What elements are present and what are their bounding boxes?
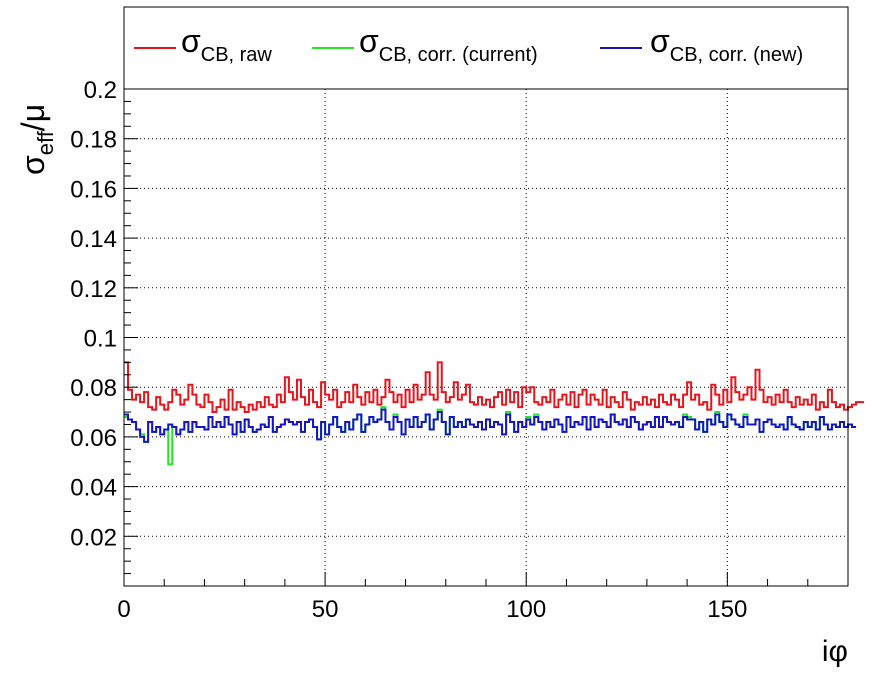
y-tick-label: 0.16	[70, 176, 117, 203]
legend-label-2: σCB, corr. (current)	[359, 23, 538, 66]
x-tick-label: 0	[117, 596, 130, 623]
axes: 0 50 100 150 0.02 0.04 0.06 0.08 0.1 0.12 0.14 0.16…	[70, 77, 849, 623]
legend-box	[123, 6, 849, 90]
y-tick-label: 0.2	[84, 77, 117, 104]
x-axis-title: iφ	[822, 635, 848, 668]
y-axis-title-subscript: eff	[33, 130, 58, 155]
axis-titles: iφ σeff/μ	[15, 104, 848, 668]
series-group	[124, 361, 865, 466]
legend: σCB, raw σCB, corr. (current) σCB, corr. (…	[123, 6, 849, 90]
legend-label-main: σ	[181, 23, 201, 59]
y-axis-title-main: σ	[15, 155, 51, 175]
y-tick-label: 0.02	[70, 524, 117, 551]
legend-label-subscript: CB, corr. (new)	[670, 44, 803, 66]
y-axis-title-text: σeff/μ	[15, 104, 58, 175]
grid-lines	[124, 89, 848, 586]
legend-label-1: σCB, raw	[181, 23, 272, 66]
y-tick-label: 0.14	[70, 226, 117, 253]
legend-label-3: σCB, corr. (new)	[650, 23, 803, 66]
legend-label-subscript: CB, corr. (current)	[379, 44, 538, 66]
series-line-3	[124, 408, 857, 443]
y-tick-label: 0.08	[70, 375, 117, 402]
y-tick-label: 0.04	[70, 475, 117, 502]
y-axis-title-tail: /μ	[15, 104, 51, 131]
legend-label-main: σ	[359, 23, 379, 59]
y-tick-label: 0.18	[70, 127, 117, 154]
legend-label-subscript: CB, raw	[201, 44, 273, 66]
series-line-1	[124, 361, 865, 414]
x-tick-label: 50	[312, 596, 339, 623]
y-tick-label: 0.12	[70, 276, 117, 303]
y-tick-label: 0.1	[84, 326, 117, 353]
legend-label-main: σ	[650, 23, 670, 59]
y-tick-label: 0.06	[70, 425, 117, 452]
y-axis-title: σeff/μ	[15, 104, 58, 175]
x-tick-label: 100	[506, 596, 546, 623]
x-tick-label: 150	[707, 596, 747, 623]
